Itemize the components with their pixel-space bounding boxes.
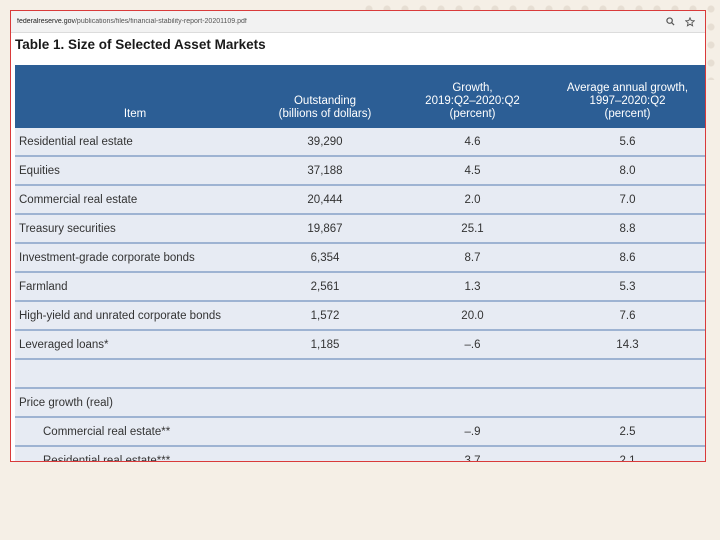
row-outstanding: 39,290	[255, 128, 395, 157]
row-average-growth	[550, 388, 705, 418]
screenshot-frame: federalreserve.gov/publications/files/fi…	[10, 10, 706, 462]
row-item-label	[15, 359, 255, 389]
url-domain: federalreserve.gov	[17, 18, 75, 25]
asset-markets-table: Item Outstanding (billions of dollars) Gr…	[15, 65, 705, 461]
row-item-label: High-yield and unrated corporate bonds	[15, 301, 255, 331]
bookmark-star-icon[interactable]	[683, 15, 697, 29]
row-item-label: Farmland	[15, 272, 255, 302]
header-item: Item	[15, 65, 255, 128]
row-average-growth: 8.8	[550, 214, 705, 244]
row-average-growth: 2.1	[550, 446, 705, 461]
row-growth: 4.5	[395, 156, 550, 186]
row-average-growth: 14.3	[550, 330, 705, 360]
row-outstanding	[255, 417, 395, 447]
row-average-growth: 5.3	[550, 272, 705, 302]
table-row: Investment-grade corporate bonds 6,354 8…	[15, 243, 705, 273]
row-outstanding: 1,572	[255, 301, 395, 331]
header-growth: Growth, 2019:Q2–2020:Q2 (percent)	[395, 65, 550, 128]
row-growth: 8.7	[395, 243, 550, 273]
row-average-growth: 2.5	[550, 417, 705, 447]
table-row: Treasury securities 19,867 25.1 8.8	[15, 214, 705, 244]
row-growth: –.6	[395, 330, 550, 360]
row-average-growth: 5.6	[550, 128, 705, 157]
header-average-growth: Average annual growth, 1997–2020:Q2 (perce…	[550, 65, 705, 128]
table-row: Commercial real estate 20,444 2.0 7.0	[15, 185, 705, 215]
row-average-growth	[550, 359, 705, 389]
table-row-spacer	[15, 359, 705, 389]
row-outstanding: 37,188	[255, 156, 395, 186]
row-outstanding	[255, 359, 395, 389]
row-outstanding	[255, 388, 395, 418]
row-outstanding: 1,185	[255, 330, 395, 360]
row-outstanding	[255, 446, 395, 461]
url-text[interactable]: federalreserve.gov/publications/files/fi…	[17, 18, 657, 25]
row-growth: 25.1	[395, 214, 550, 244]
row-outstanding: 2,561	[255, 272, 395, 302]
row-item-label: Price growth (real)	[15, 388, 255, 418]
row-growth: 2.0	[395, 185, 550, 215]
row-item-label: Residential real estate***	[15, 446, 255, 461]
row-outstanding: 20,444	[255, 185, 395, 215]
row-item-label: Commercial real estate**	[15, 417, 255, 447]
row-average-growth: 8.0	[550, 156, 705, 186]
row-average-growth: 8.6	[550, 243, 705, 273]
row-growth: 20.0	[395, 301, 550, 331]
row-growth	[395, 388, 550, 418]
table-header-row: Item Outstanding (billions of dollars) Gr…	[15, 65, 705, 128]
row-growth	[395, 359, 550, 389]
table-row: Commercial real estate** –.9 2.5	[15, 417, 705, 447]
table-row-section-heading: Price growth (real)	[15, 388, 705, 418]
table-row: Equities 37,188 4.5 8.0	[15, 156, 705, 186]
table-row: Residential real estate*** 3.7 2.1	[15, 446, 705, 461]
url-path: /publications/files/financial-stability-…	[74, 18, 247, 25]
row-average-growth: 7.0	[550, 185, 705, 215]
search-icon[interactable]	[663, 15, 677, 29]
row-item-label: Residential real estate	[15, 128, 255, 157]
row-item-label: Treasury securities	[15, 214, 255, 244]
address-bar[interactable]: federalreserve.gov/publications/files/fi…	[11, 11, 705, 33]
table-row: Residential real estate 39,290 4.6 5.6	[15, 128, 705, 157]
row-growth: –.9	[395, 417, 550, 447]
table-row: Leveraged loans* 1,185 –.6 14.3	[15, 330, 705, 360]
row-growth: 4.6	[395, 128, 550, 157]
row-growth: 1.3	[395, 272, 550, 302]
row-outstanding: 6,354	[255, 243, 395, 273]
row-outstanding: 19,867	[255, 214, 395, 244]
row-item-label: Leveraged loans*	[15, 330, 255, 360]
table-row: High-yield and unrated corporate bonds 1…	[15, 301, 705, 331]
row-item-label: Commercial real estate	[15, 185, 255, 215]
row-item-label: Investment-grade corporate bonds	[15, 243, 255, 273]
row-item-label: Equities	[15, 156, 255, 186]
table-title: Table 1. Size of Selected Asset Markets	[15, 37, 266, 52]
table-row: Farmland 2,561 1.3 5.3	[15, 272, 705, 302]
row-average-growth: 7.6	[550, 301, 705, 331]
header-outstanding: Outstanding (billions of dollars)	[255, 65, 395, 128]
row-growth: 3.7	[395, 446, 550, 461]
